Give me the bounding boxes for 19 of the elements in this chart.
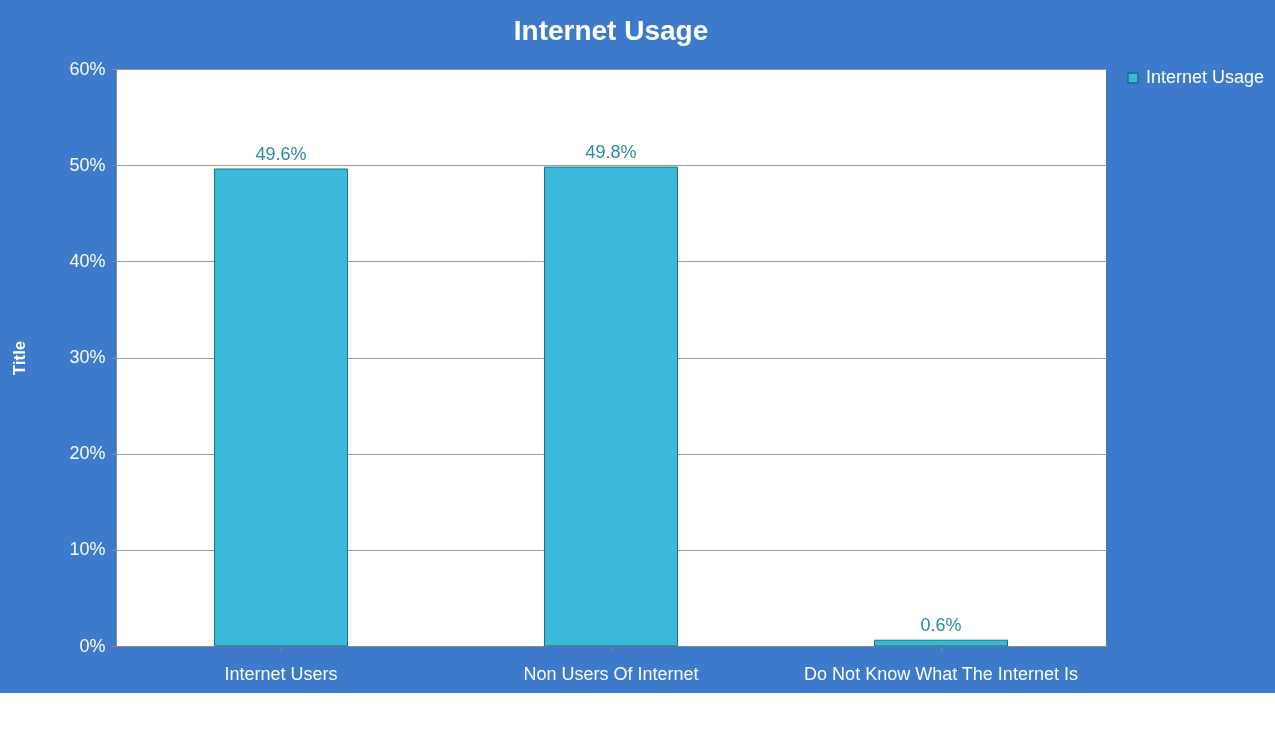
data-label: 49.8% <box>585 142 637 163</box>
y-tick-label: 30% <box>69 347 106 367</box>
y-tick-label: 50% <box>69 154 106 175</box>
x-tick-label: Do Not Know What The Internet Is <box>804 663 1078 684</box>
legend-label: Internet Usage <box>1146 67 1265 87</box>
x-tick-label: Internet Users <box>224 663 338 684</box>
data-label: 0.6% <box>920 615 962 636</box>
y-tick-label: 60% <box>69 58 106 79</box>
y-tick-label: 40% <box>69 250 106 271</box>
bar <box>874 639 1008 647</box>
y-tick-label: 0% <box>79 635 106 656</box>
y-tick-label: 20% <box>69 443 106 464</box>
x-tick-label: Non Users Of Internet <box>523 663 699 684</box>
data-label: 49.6% <box>255 144 307 165</box>
chart-title: Internet Usage <box>513 15 709 46</box>
y-tick-label: 10% <box>69 539 106 560</box>
bar <box>214 168 348 647</box>
y-axis-title: Title <box>10 340 30 376</box>
bar <box>544 166 678 647</box>
